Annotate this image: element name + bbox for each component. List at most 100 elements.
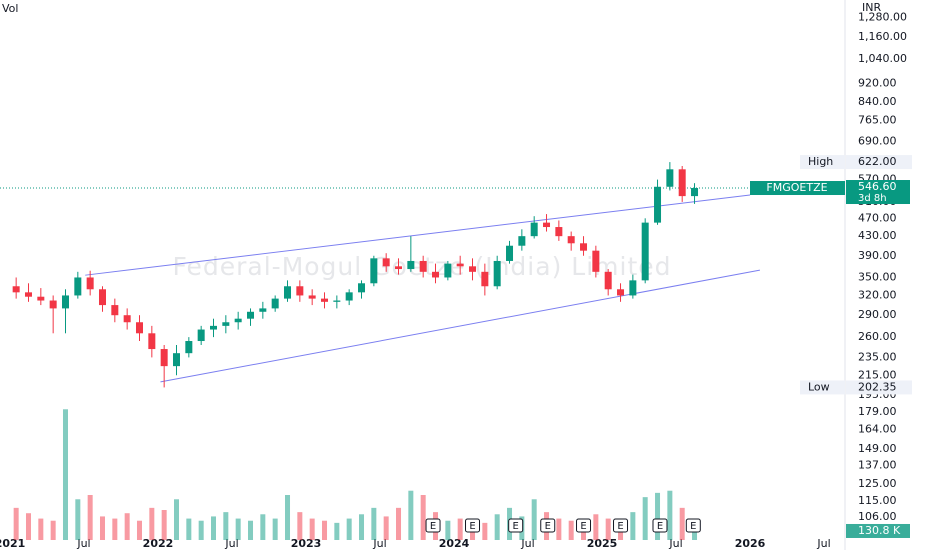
- y-tick-label: 920.00: [858, 77, 897, 90]
- volume-bar: [38, 518, 44, 540]
- x-tick-label: Jul: [372, 537, 386, 550]
- candle-body: [135, 322, 143, 334]
- earnings-box: [425, 518, 441, 533]
- marker-label: Low: [808, 380, 830, 393]
- x-tick-label: 2022: [143, 537, 174, 550]
- candle-body: [24, 292, 32, 297]
- x-tick-label: Jul: [224, 537, 238, 550]
- x-tick-label: 2025: [587, 537, 618, 550]
- volume-bar: [99, 516, 105, 540]
- y-tick-label: 1,040.00: [858, 52, 907, 65]
- x-tick-label: 2024: [439, 537, 470, 550]
- marker-value: 622.00: [858, 155, 897, 168]
- volume-bar: [309, 518, 315, 540]
- candle-body: [580, 243, 588, 251]
- volume-bar: [285, 495, 291, 540]
- candle-body: [592, 250, 600, 272]
- y-tick-label: 164.00: [858, 423, 897, 436]
- volume-value-label: 130.8 K: [858, 524, 901, 537]
- candle-body: [641, 222, 649, 281]
- countdown-label: 3d 8h: [858, 193, 887, 204]
- volume-bar: [50, 520, 56, 540]
- x-tick-label: 2026: [735, 537, 766, 550]
- y-tick-label: 350.00: [858, 270, 897, 283]
- volume-bar: [87, 495, 93, 540]
- volume-bar: [593, 514, 599, 540]
- y-tick-label: 390.00: [858, 249, 897, 262]
- volume-bar: [235, 518, 241, 540]
- y-tick-label: 765.00: [858, 114, 897, 127]
- volume-bar: [149, 507, 155, 540]
- candle-body: [444, 263, 452, 278]
- candle-body: [49, 300, 57, 309]
- candle-body: [296, 286, 304, 296]
- earnings-box: [465, 518, 481, 533]
- volume-bar: [186, 518, 192, 540]
- symbol-label: FMGOETZE: [766, 181, 827, 194]
- candle-body: [148, 333, 156, 350]
- volume-bar: [75, 499, 81, 540]
- y-tick-label: 106.00: [858, 510, 897, 523]
- earnings-label: E: [657, 521, 663, 532]
- candle-body: [61, 295, 69, 309]
- candle-body: [691, 188, 699, 197]
- volume-bar: [272, 518, 278, 540]
- y-tick-label: 470.00: [858, 211, 897, 224]
- price-label: 546.60: [858, 180, 897, 193]
- candle-body: [284, 286, 292, 299]
- volume-bar: [322, 520, 328, 540]
- candle-body: [185, 341, 193, 354]
- candle-body: [432, 271, 440, 278]
- candle-body: [543, 222, 551, 228]
- candle-body: [678, 169, 686, 197]
- candle-body: [12, 286, 20, 293]
- candle-body: [469, 266, 477, 272]
- candle-body: [654, 186, 662, 223]
- candle-body: [210, 325, 218, 330]
- candle-body: [382, 258, 390, 267]
- earnings-label: E: [513, 521, 519, 532]
- candle-body: [123, 315, 131, 323]
- volume-bar: [420, 495, 426, 540]
- candle-body: [629, 280, 637, 296]
- candle-body: [567, 236, 575, 244]
- candle-body: [555, 227, 563, 237]
- y-tick-label: 430.00: [858, 229, 897, 242]
- y-tick-label: 137.00: [858, 459, 897, 472]
- candle-body: [419, 260, 427, 272]
- candle-body: [530, 222, 538, 237]
- volume-bar: [457, 518, 463, 540]
- trendline: [85, 194, 751, 276]
- candle-body: [666, 169, 674, 187]
- volume-bar: [124, 513, 130, 540]
- volume-bar: [136, 520, 142, 540]
- y-tick-label: 690.00: [858, 134, 897, 147]
- candle-body: [321, 298, 329, 302]
- y-tick-label: 840.00: [858, 95, 897, 108]
- earnings-label: E: [617, 521, 623, 532]
- volume-bar: [383, 516, 389, 540]
- y-tick-label: 1,280.00: [858, 10, 907, 23]
- volume-bar: [334, 522, 340, 540]
- candle-body: [160, 349, 168, 367]
- earnings-box: [540, 518, 556, 533]
- candle-body: [271, 298, 279, 309]
- earnings-label: E: [580, 521, 586, 532]
- volume-bar: [223, 512, 229, 540]
- earnings-box: [613, 518, 629, 533]
- candle-body: [617, 289, 625, 296]
- price-box: [846, 180, 910, 205]
- volume-bar: [408, 490, 414, 540]
- volume-bar: [556, 518, 562, 540]
- volume-bar: [692, 525, 698, 540]
- volume-bar: [248, 520, 254, 540]
- volume-bar: [112, 518, 118, 540]
- volume-bar: [605, 518, 611, 540]
- earnings-box: [576, 518, 592, 533]
- candle-body: [370, 258, 378, 284]
- volume-bar: [346, 518, 352, 540]
- marker-value: 202.35: [858, 380, 897, 393]
- candle-body: [308, 295, 316, 299]
